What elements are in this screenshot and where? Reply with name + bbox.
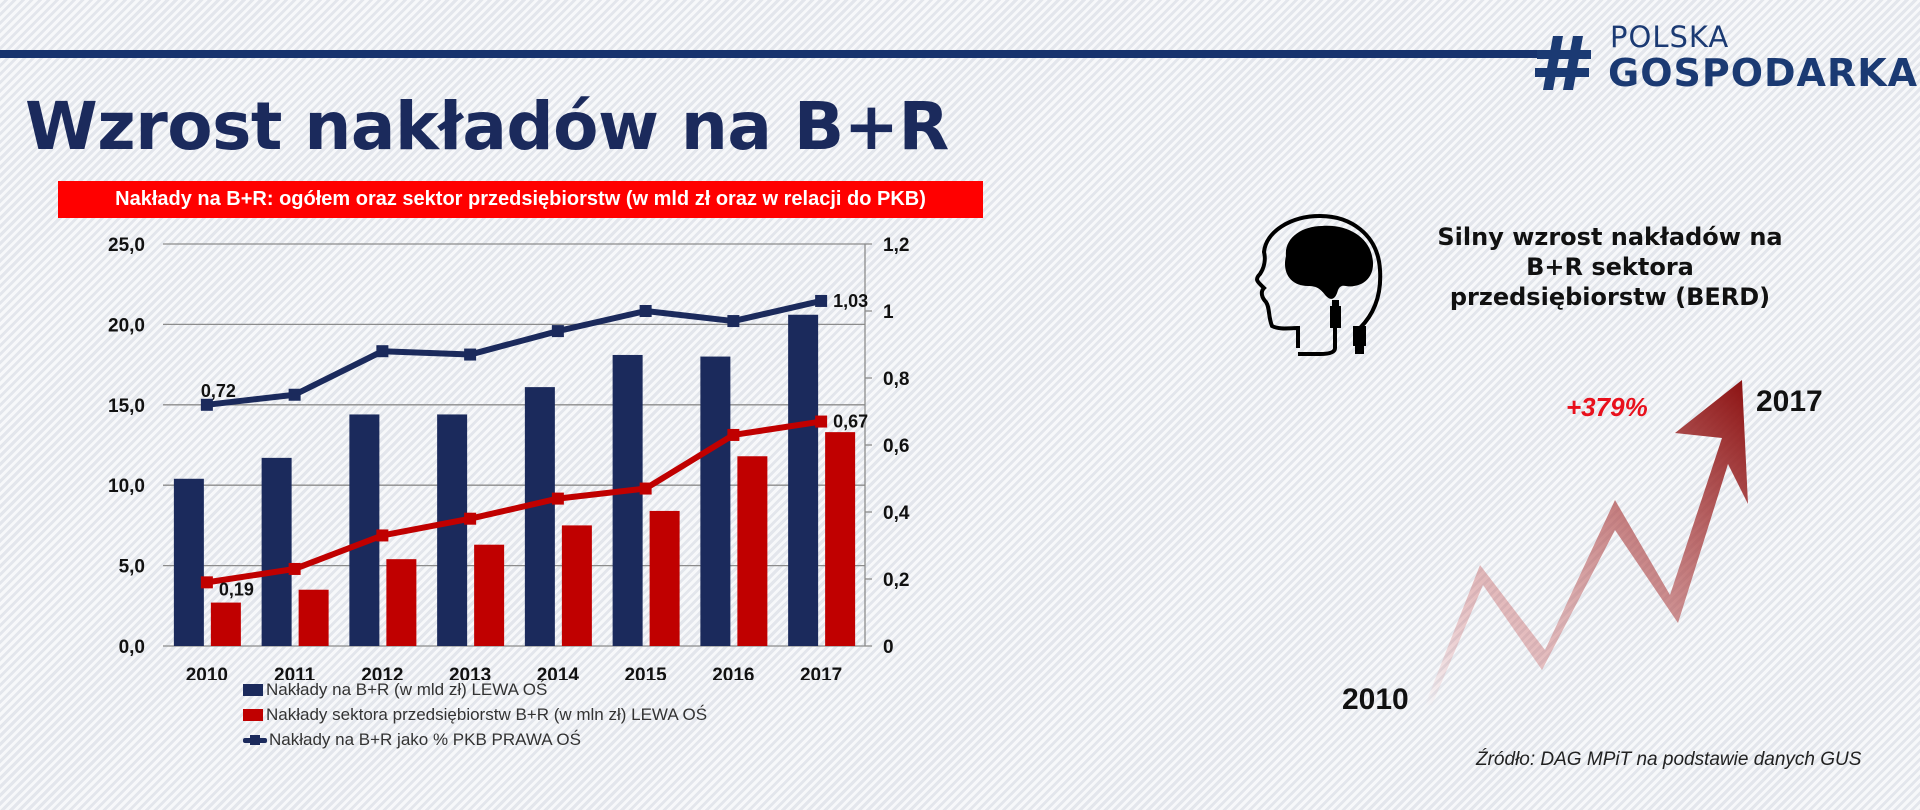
line-marker (288, 388, 301, 401)
bar (349, 414, 380, 646)
data-label: 1,03 (833, 291, 868, 311)
right-axis-tick: 0,2 (883, 570, 909, 591)
x-axis-tick: 2010 (186, 665, 228, 680)
bar (437, 414, 468, 646)
legend-item-business: Nakłady sektora przedsiębiorstw B+R (w m… (243, 702, 707, 727)
left-axis-tick: 5,0 (119, 557, 145, 578)
line-series (206, 298, 822, 408)
bar (524, 387, 555, 646)
chart-subtitle: Nakłady na B+R: ogółem oraz sektor przed… (58, 181, 983, 218)
left-axis-tick: 25,0 (108, 235, 145, 256)
red-swatch-icon (243, 708, 263, 721)
chart-legend: Nakłady na B+R (w mld zł) LEWA OŚ Nakład… (243, 677, 707, 752)
brand-logo: POLSKA GOSPODARKA (1535, 18, 1920, 98)
right-axis-tick: 0,4 (883, 503, 910, 524)
bar (298, 589, 329, 646)
legend-label: Nakłady na B+R (w mld zł) LEWA OŚ (266, 679, 548, 699)
line-marker (464, 512, 477, 525)
line-marker (639, 482, 652, 495)
x-axis-tick: 2015 (624, 665, 667, 680)
x-axis-tick: 2016 (712, 665, 754, 680)
side-heading: Silny wzrost nakładów na B+R sektora prz… (1410, 222, 1810, 312)
line-marker (815, 415, 828, 428)
legend-label: Nakłady sektora przedsiębiorstw B+R (w m… (266, 704, 708, 724)
bar (386, 559, 417, 646)
x-axis-tick: 2012 (361, 665, 403, 680)
left-axis-tick: 0,0 (119, 637, 145, 658)
left-axis-tick: 10,0 (108, 476, 145, 497)
source-note: Źródło: DAG MPiT na podstawie danych GUS (1476, 749, 1862, 770)
brand-line2: GOSPODARKA (1608, 51, 1919, 95)
line-marker (727, 428, 740, 441)
line-marker (815, 294, 828, 307)
bar (788, 314, 819, 646)
left-axis-tick: 15,0 (108, 396, 145, 417)
right-axis-tick: 1,2 (883, 235, 909, 256)
right-axis-tick: 1 (883, 302, 894, 323)
hash-icon (1535, 36, 1591, 90)
right-axis-tick: 0 (883, 637, 894, 658)
line-marker (464, 348, 477, 361)
bar (825, 432, 856, 646)
line-marker (200, 576, 213, 589)
growth-percentage: +379% (1566, 392, 1648, 422)
bar (649, 510, 680, 646)
legend-item-total: Nakłady na B+R (w mld zł) LEWA OŚ (243, 677, 707, 702)
x-axis-tick: 2017 (800, 665, 842, 680)
left-axis-tick: 20,0 (108, 315, 145, 336)
legend-label: Nakłady na B+R jako % PKB PRAWA OŚ (269, 729, 581, 749)
right-axis-tick: 0,6 (883, 436, 909, 457)
start-year-label: 2010 (1342, 683, 1409, 716)
head-brain-usb-icon (1255, 213, 1383, 356)
side-heading-line3: przedsiębiorstw (BERD) (1449, 283, 1771, 311)
navy-swatch-icon (243, 683, 263, 696)
bar (737, 456, 768, 646)
line-marker-icon (243, 734, 267, 746)
combo-chart: 0,0 5,0 10,0 15,0 20,0 25,0 0 0,2 0,4 0,6 0,8 1 1,2 2… (108, 235, 910, 680)
growth-arrow-icon (1425, 380, 1748, 705)
bar (700, 356, 731, 646)
bar (261, 457, 292, 646)
bar (173, 478, 204, 646)
line-marker (376, 345, 389, 358)
side-heading-line1: Silny wzrost nakładów na (1437, 223, 1783, 251)
line-marker (551, 325, 564, 338)
bar (210, 602, 241, 646)
end-year-label: 2017 (1756, 385, 1823, 418)
line-marker (376, 529, 389, 542)
brand-line1: POLSKA (1610, 20, 1730, 54)
x-axis-tick: 2011 (274, 665, 316, 680)
right-axis-tick: 0,8 (883, 369, 909, 390)
line-series (206, 418, 822, 586)
legend-item-gdp-share: Nakłady na B+R jako % PKB PRAWA OŚ (243, 727, 707, 752)
line-marker (200, 398, 213, 411)
data-label: 0,19 (219, 579, 254, 599)
line-marker (727, 315, 740, 328)
page-title: Wzrost nakładów na B+R (25, 88, 949, 165)
bar (612, 354, 643, 646)
data-label: 0,67 (833, 412, 868, 432)
line-marker (551, 492, 564, 505)
x-axis-tick: 2013 (449, 665, 491, 680)
bar (561, 525, 592, 646)
data-label: 0,72 (201, 381, 236, 401)
line-marker (288, 562, 301, 575)
side-heading-line2: B+R sektora (1526, 253, 1694, 281)
x-axis-tick: 2014 (537, 665, 580, 680)
bar (474, 544, 505, 646)
line-marker (639, 305, 652, 317)
top-divider-rule (0, 50, 1560, 58)
